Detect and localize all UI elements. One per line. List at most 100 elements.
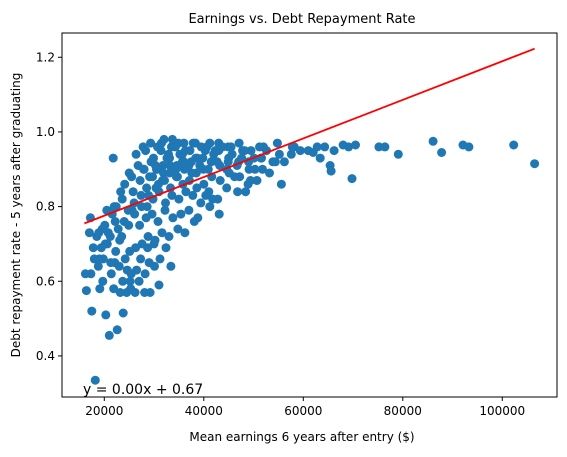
- data-point: [165, 168, 174, 178]
- data-point: [252, 176, 262, 185]
- data-point: [94, 228, 104, 238]
- data-point: [117, 194, 127, 204]
- data-point: [250, 164, 260, 174]
- x-tick-label: 80000: [384, 404, 422, 418]
- data-point: [196, 198, 206, 208]
- data-point: [188, 190, 198, 200]
- data-point: [173, 224, 183, 234]
- data-point: [258, 164, 267, 174]
- data-point: [81, 286, 91, 296]
- data-point: [104, 330, 114, 340]
- data-point: [286, 149, 296, 159]
- data-point: [114, 261, 124, 271]
- data-point: [135, 176, 145, 185]
- data-point: [127, 172, 137, 182]
- data-point: [158, 176, 167, 185]
- fit-line: [84, 47, 535, 225]
- data-point: [98, 276, 108, 286]
- data-point: [154, 280, 164, 290]
- data-point: [165, 161, 175, 170]
- data-point: [233, 187, 243, 197]
- data-point: [161, 198, 170, 208]
- data-point: [193, 213, 203, 223]
- data-point: [134, 276, 144, 286]
- data-point: [112, 325, 122, 335]
- data-point: [143, 232, 153, 241]
- axes-frame: [61, 32, 558, 398]
- data-point: [227, 149, 237, 159]
- data-point: [88, 243, 98, 253]
- data-point: [84, 228, 94, 238]
- data-point: [270, 157, 280, 167]
- data-point: [167, 134, 177, 144]
- data-point: [181, 187, 191, 197]
- data-point: [93, 261, 103, 271]
- data-point: [237, 153, 247, 163]
- data-point: [172, 172, 182, 182]
- data-point: [155, 254, 165, 264]
- x-tick-label: 100000: [479, 404, 525, 418]
- data-point: [279, 157, 289, 167]
- data-point: [96, 243, 106, 253]
- data-point: [428, 136, 438, 146]
- data-point: [128, 187, 138, 197]
- data-point: [180, 228, 190, 238]
- data-point: [137, 202, 147, 212]
- data-point: [103, 228, 113, 238]
- data-point: [138, 142, 148, 152]
- data-point: [179, 138, 189, 148]
- data-point: [151, 183, 161, 193]
- data-point: [100, 220, 110, 230]
- data-point: [210, 146, 220, 156]
- data-point: [223, 157, 233, 167]
- data-point: [265, 168, 274, 178]
- data-point: [174, 194, 184, 204]
- data-point: [111, 246, 121, 256]
- data-point: [276, 179, 286, 189]
- data-point: [145, 172, 155, 182]
- data-point: [136, 254, 146, 264]
- data-point: [109, 284, 119, 294]
- data-point: [130, 288, 140, 297]
- data-point: [205, 202, 215, 212]
- x-tick-label: 60000: [284, 404, 322, 418]
- data-point: [131, 149, 141, 159]
- data-point: [147, 209, 157, 219]
- data-point: [246, 176, 255, 185]
- data-point: [246, 146, 256, 156]
- data-point: [157, 228, 167, 238]
- data-point: [329, 146, 339, 156]
- data-point: [145, 288, 155, 297]
- y-tick-label: 1.0: [36, 125, 55, 139]
- data-point: [509, 140, 519, 150]
- data-point: [208, 194, 218, 204]
- data-point: [393, 149, 403, 159]
- data-point: [120, 179, 130, 189]
- data-point: [230, 172, 240, 182]
- data-point: [198, 153, 208, 163]
- data-point: [530, 159, 540, 169]
- data-point: [118, 308, 128, 318]
- data-point: [161, 243, 171, 253]
- data-point: [95, 284, 105, 294]
- scatter-points: [80, 134, 540, 385]
- data-point: [168, 213, 178, 223]
- data-point: [214, 209, 224, 219]
- data-point: [272, 138, 282, 148]
- x-axis-label: Mean earnings 6 years after entry ($): [189, 430, 414, 444]
- data-point: [109, 202, 119, 212]
- data-point: [274, 149, 284, 159]
- data-point: [151, 161, 160, 170]
- data-point: [149, 153, 158, 163]
- data-point: [179, 157, 189, 167]
- fit-line-equation: y = 0.00x + 0.67: [83, 382, 203, 398]
- data-point: [101, 310, 111, 320]
- data-point: [149, 239, 159, 249]
- data-point: [113, 224, 123, 234]
- data-point: [464, 142, 474, 152]
- data-point: [326, 166, 336, 176]
- data-point: [344, 142, 354, 152]
- data-point: [214, 138, 224, 148]
